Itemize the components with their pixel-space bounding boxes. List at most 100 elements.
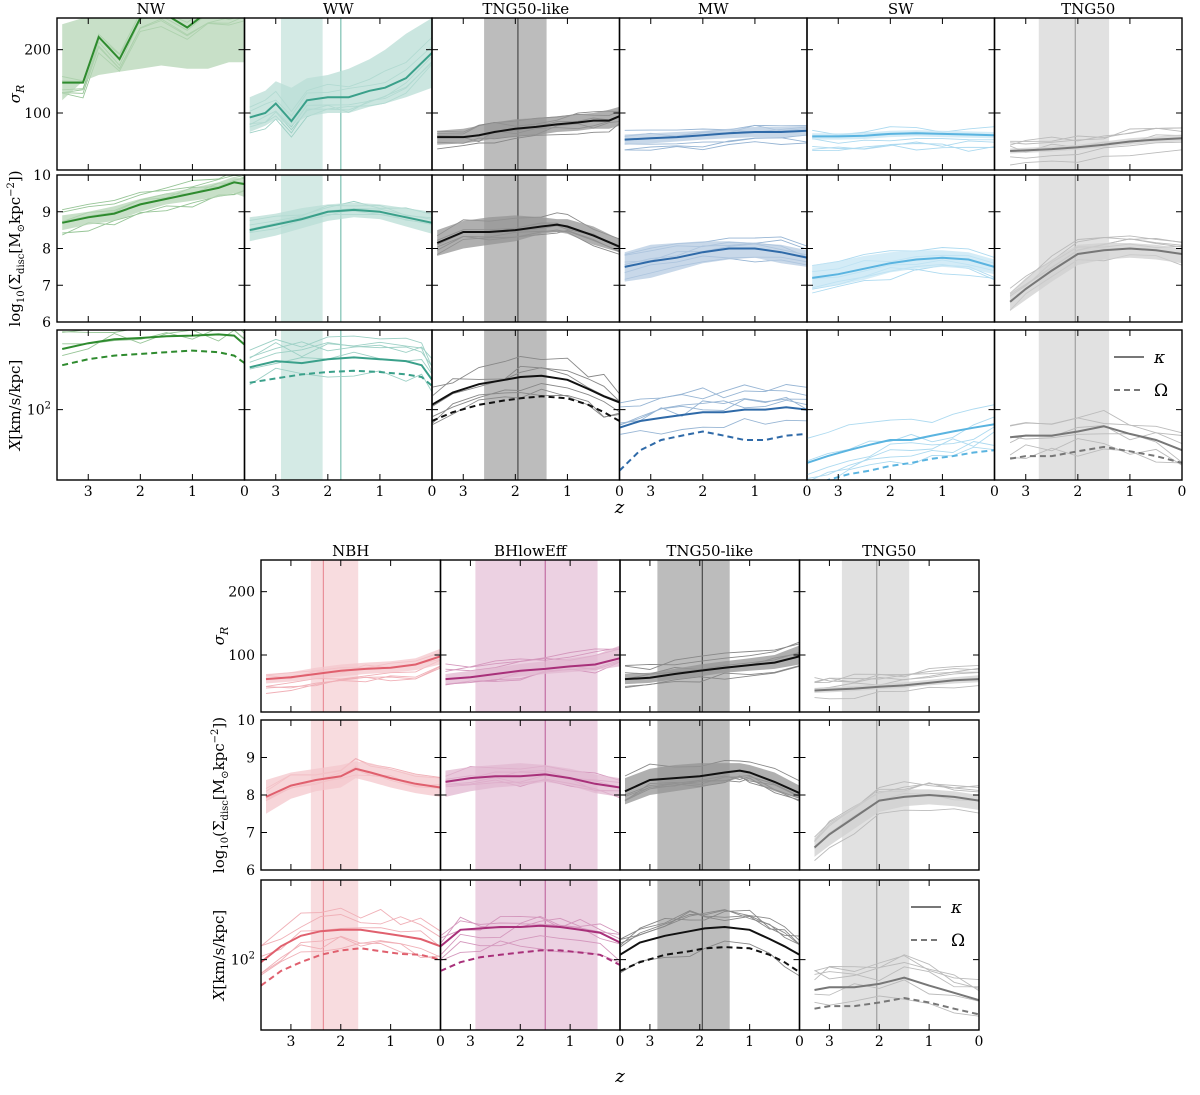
individual-track: [249, 367, 432, 393]
individual-track: [812, 268, 995, 294]
median-line: [624, 129, 807, 141]
individual-track: [624, 759, 800, 782]
individual-track: [1010, 417, 1182, 436]
panel-frame: [806, 329, 996, 481]
panel-title: WW: [323, 0, 354, 18]
panel-frame: [618, 329, 808, 481]
x-tick-label: 1: [375, 484, 384, 500]
formation-band: [280, 175, 323, 322]
median-line: [1009, 247, 1182, 303]
individual-track: [249, 335, 432, 368]
panel-plot-area: [1009, 175, 1182, 322]
individual-track: [62, 330, 245, 334]
omega-median-line: [440, 949, 620, 972]
kappa-median-line: [432, 374, 620, 406]
panel-plot-area: [61, 175, 245, 236]
median-line: [445, 773, 620, 789]
x-tick-label: 0: [975, 1034, 984, 1050]
individual-track: [1009, 127, 1182, 146]
formation-band: [310, 560, 359, 712]
individual-track: [620, 909, 800, 946]
panel-frame: [798, 559, 980, 713]
median-line: [62, 18, 202, 84]
kappa-median-line: [249, 356, 432, 381]
x-tick-label: 3: [459, 484, 468, 500]
panel-plot-area: [62, 18, 245, 101]
x-tick-label: 2: [323, 484, 332, 500]
x-tick-label: 3: [466, 1034, 475, 1050]
individual-track: [619, 384, 807, 408]
panel-plot-area: [814, 880, 979, 1030]
individual-track: [440, 915, 620, 937]
individual-track: [62, 190, 245, 234]
x-tick-label: 3: [834, 484, 843, 500]
omega-median-line: [1009, 445, 1182, 464]
individual-track: [432, 356, 620, 395]
median-line: [61, 181, 245, 224]
scatter-band: [624, 241, 807, 282]
legend-kappa-label: κ: [1153, 348, 1165, 368]
individual-track: [1009, 235, 1182, 289]
formation-band: [841, 880, 910, 1030]
individual-track: [814, 995, 979, 1017]
median-line: [436, 223, 620, 248]
x-tick-label: 2: [336, 1034, 345, 1050]
individual-track: [261, 935, 441, 974]
scatter-band: [249, 18, 432, 132]
individual-track: [814, 672, 979, 690]
median-line: [624, 247, 807, 268]
individual-track: [814, 685, 979, 700]
individual-track: [624, 124, 807, 131]
x-tick-label: 2: [136, 484, 145, 500]
x-tick-label: 0: [616, 1034, 625, 1050]
y-axis-label: X[km/s/kpc]: [6, 360, 24, 452]
individual-track: [814, 955, 979, 981]
panel-title: NBH: [332, 542, 369, 560]
x-tick-label: 3: [286, 1034, 295, 1050]
panel-frame: [798, 879, 980, 1031]
individual-track: [814, 668, 979, 683]
individual-track: [807, 426, 995, 476]
panel-plot-area: [445, 560, 620, 712]
x-tick-label: 3: [645, 1034, 654, 1050]
panel-plot-area: [265, 720, 441, 870]
individual-track: [1010, 127, 1182, 145]
scatter-band: [625, 763, 800, 805]
panel-plot-area: [624, 236, 807, 282]
individual-track: [261, 914, 441, 947]
panel-title: MW: [698, 0, 729, 18]
individual-track: [624, 643, 800, 670]
individual-track: [814, 966, 979, 988]
y-axis-label: σR: [210, 627, 231, 646]
scatter-band: [437, 215, 620, 256]
formation-band: [310, 720, 359, 870]
panel-plot-area: [249, 330, 432, 480]
panel-plot-area: [624, 560, 800, 712]
x-tick-label: 0: [795, 1034, 804, 1050]
panel-plot-area: [1009, 18, 1182, 170]
individual-track: [814, 962, 979, 992]
individual-track: [624, 134, 807, 145]
panel-plot-area: [265, 560, 441, 712]
x-tick-label: 3: [1021, 484, 1030, 500]
individual-track: [432, 383, 620, 418]
x-tick-label: 1: [745, 1034, 754, 1050]
median-line: [624, 655, 800, 681]
x-tick-label: 2: [698, 484, 707, 500]
individual-track: [812, 138, 995, 144]
legend-kappa-label: κ: [950, 898, 962, 918]
y-tick-label: 100: [24, 106, 51, 122]
individual-track: [619, 396, 807, 426]
panel-plot-area: [814, 560, 979, 712]
individual-track: [812, 144, 995, 152]
formation-band: [484, 330, 547, 480]
x-tick-label: 2: [1073, 484, 1082, 500]
x-tick-label: 1: [925, 1034, 934, 1050]
x-tick-label: 1: [750, 484, 759, 500]
individual-track: [261, 907, 441, 947]
formation-band: [280, 330, 323, 480]
individual-track: [624, 665, 800, 687]
median-line: [265, 655, 441, 681]
kappa-median-line: [814, 976, 979, 1002]
individual-track: [1009, 438, 1182, 466]
